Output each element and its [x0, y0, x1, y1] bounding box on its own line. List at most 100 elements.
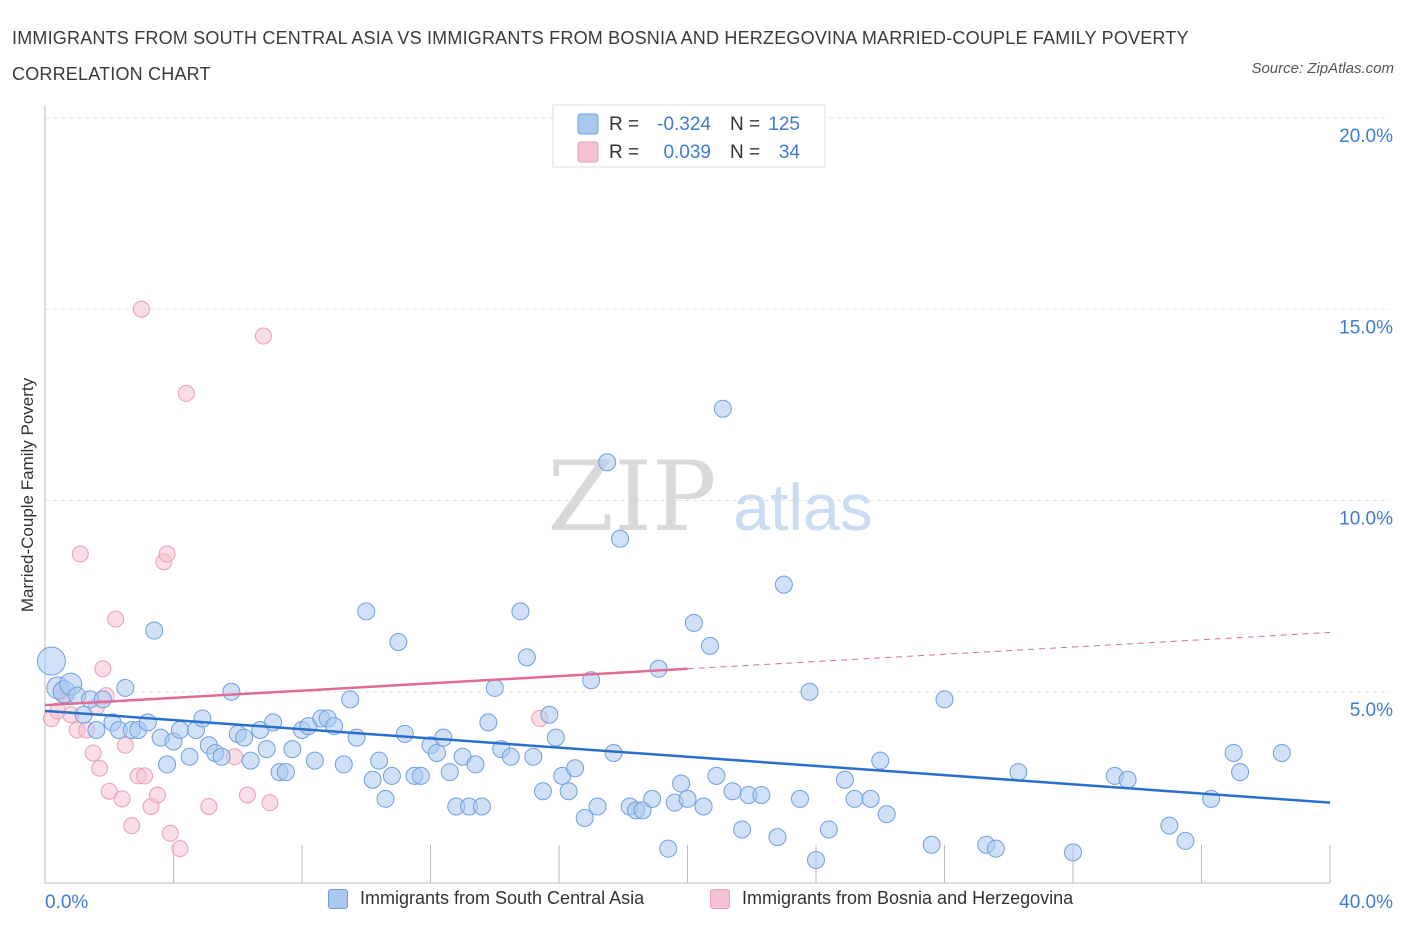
point-south-central-asia-61 — [466, 755, 485, 774]
point-bosnia-15 — [123, 817, 141, 835]
bottom-legend-item-bosnia: Immigrants from Bosnia and Herzegovina — [710, 888, 1073, 909]
legend-n-value-2: 34 — [779, 142, 801, 163]
point-south-central-asia-15 — [145, 621, 164, 640]
point-south-central-asia-0 — [36, 646, 66, 676]
point-south-central-asia-34 — [276, 763, 295, 782]
point-south-central-asia-68 — [517, 648, 536, 667]
legend-n-label-2: N = — [730, 142, 760, 163]
point-south-central-asia-85 — [643, 789, 662, 808]
point-south-central-asia-76 — [575, 808, 594, 827]
x-tick-label-0: 0.0% — [45, 892, 88, 913]
point-bosnia-26 — [200, 798, 218, 815]
point-south-central-asia-43 — [341, 690, 360, 709]
point-bosnia-5 — [71, 545, 89, 563]
point-south-central-asia-64 — [485, 678, 504, 697]
point-south-central-asia-7 — [87, 721, 106, 739]
point-south-central-asia-116 — [1064, 843, 1082, 862]
point-south-central-asia-123 — [1231, 763, 1250, 782]
point-south-central-asia-101 — [774, 575, 793, 594]
point-south-central-asia-93 — [700, 636, 719, 655]
point-south-central-asia-86 — [649, 659, 668, 678]
point-south-central-asia-49 — [382, 766, 401, 785]
point-south-central-asia-25 — [212, 747, 231, 766]
point-bosnia-17 — [132, 300, 150, 318]
point-south-central-asia-95 — [713, 399, 732, 418]
y-tick-label-2: 15.0% — [1339, 317, 1393, 338]
point-south-central-asia-66 — [501, 747, 520, 766]
legend-r-value-2: 0.039 — [663, 142, 711, 163]
point-south-central-asia-108 — [861, 789, 880, 808]
series-bosnia-points — [42, 300, 549, 858]
watermark-zip: ZIP — [547, 441, 716, 553]
point-south-central-asia-106 — [835, 770, 854, 789]
bottom-legend-item-south-central-asia: Immigrants from South Central Asia — [328, 888, 644, 909]
point-south-central-asia-124 — [1272, 743, 1291, 762]
bottom-legend-label-2: Immigrants from Bosnia and Herzegovina — [742, 888, 1074, 908]
legend-r-label-1: R = — [609, 114, 639, 135]
chart-title: IMMIGRANTS FROM SOUTH CENTRAL ASIA VS IM… — [12, 28, 1189, 84]
point-south-central-asia-97 — [733, 820, 752, 839]
point-south-central-asia-38 — [305, 751, 324, 770]
point-south-central-asia-110 — [877, 805, 896, 824]
point-south-central-asia-118 — [1118, 770, 1137, 789]
point-bosnia-23 — [161, 824, 179, 842]
point-south-central-asia-53 — [411, 766, 430, 785]
point-south-central-asia-46 — [363, 770, 382, 789]
point-south-central-asia-102 — [790, 789, 809, 808]
point-south-central-asia-96 — [723, 782, 742, 801]
point-south-central-asia-20 — [180, 747, 199, 766]
point-south-central-asia-22 — [193, 709, 212, 728]
x-tick-label-1: 40.0% — [1339, 892, 1393, 913]
point-south-central-asia-87 — [659, 839, 678, 858]
point-south-central-asia-47 — [370, 751, 389, 770]
bottom-legend-label-1: Immigrants from South Central Asia — [360, 888, 645, 908]
point-south-central-asia-99 — [752, 786, 771, 805]
point-south-central-asia-63 — [479, 713, 498, 732]
point-south-central-asia-94 — [707, 766, 726, 785]
point-south-central-asia-17 — [158, 755, 177, 774]
point-bosnia-24 — [171, 840, 189, 858]
point-south-central-asia-50 — [389, 633, 408, 652]
point-bosnia-20 — [148, 786, 166, 804]
legend-swatch-pink — [577, 141, 599, 163]
point-south-central-asia-19 — [170, 721, 189, 739]
point-south-central-asia-90 — [678, 789, 697, 808]
point-south-central-asia-69 — [524, 747, 543, 766]
legend-r-value-1: -0.324 — [657, 114, 711, 135]
point-bosnia-8 — [91, 759, 109, 777]
y-tick-label-1: 10.0% — [1339, 509, 1393, 530]
point-south-central-asia-57 — [440, 763, 459, 782]
point-south-central-asia-56 — [434, 728, 453, 747]
point-south-central-asia-51 — [395, 724, 414, 743]
point-south-central-asia-72 — [546, 728, 565, 747]
point-bosnia-29 — [254, 327, 272, 345]
legend-box: R = -0.324 N = 125 R = 0.039 N = 34 — [552, 104, 826, 168]
point-south-central-asia-26 — [222, 682, 241, 701]
series-south-central-asia-points — [36, 399, 1291, 870]
point-south-central-asia-62 — [472, 797, 491, 816]
point-south-central-asia-70 — [533, 782, 552, 801]
point-south-central-asia-104 — [807, 851, 825, 870]
point-south-central-asia-111 — [922, 835, 941, 854]
point-south-central-asia-78 — [588, 797, 607, 816]
point-south-central-asia-120 — [1176, 831, 1195, 850]
legend-r-label-2: R = — [609, 142, 639, 163]
point-south-central-asia-77 — [582, 671, 601, 690]
point-south-central-asia-105 — [819, 820, 838, 839]
trend-line-south-central-asia — [44, 709, 1331, 804]
watermark-atlas: atlas — [733, 470, 872, 544]
legend-swatch-pink-bottom — [710, 888, 730, 909]
point-bosnia-14 — [116, 736, 134, 754]
point-bosnia-12 — [107, 610, 125, 628]
point-south-central-asia-8 — [93, 690, 112, 709]
point-south-central-asia-75 — [566, 759, 585, 778]
point-south-central-asia-100 — [768, 828, 787, 847]
point-south-central-asia-14 — [138, 713, 157, 732]
legend-n-value-1: 125 — [768, 114, 800, 135]
point-south-central-asia-112 — [935, 690, 954, 709]
point-south-central-asia-35 — [283, 740, 302, 759]
legend-swatch-blue-bottom — [328, 888, 348, 909]
point-south-central-asia-103 — [800, 682, 819, 701]
legend-n-label-1: N = — [730, 114, 760, 135]
bottom-legend: Immigrants from South Central Asia Immig… — [0, 888, 1406, 918]
